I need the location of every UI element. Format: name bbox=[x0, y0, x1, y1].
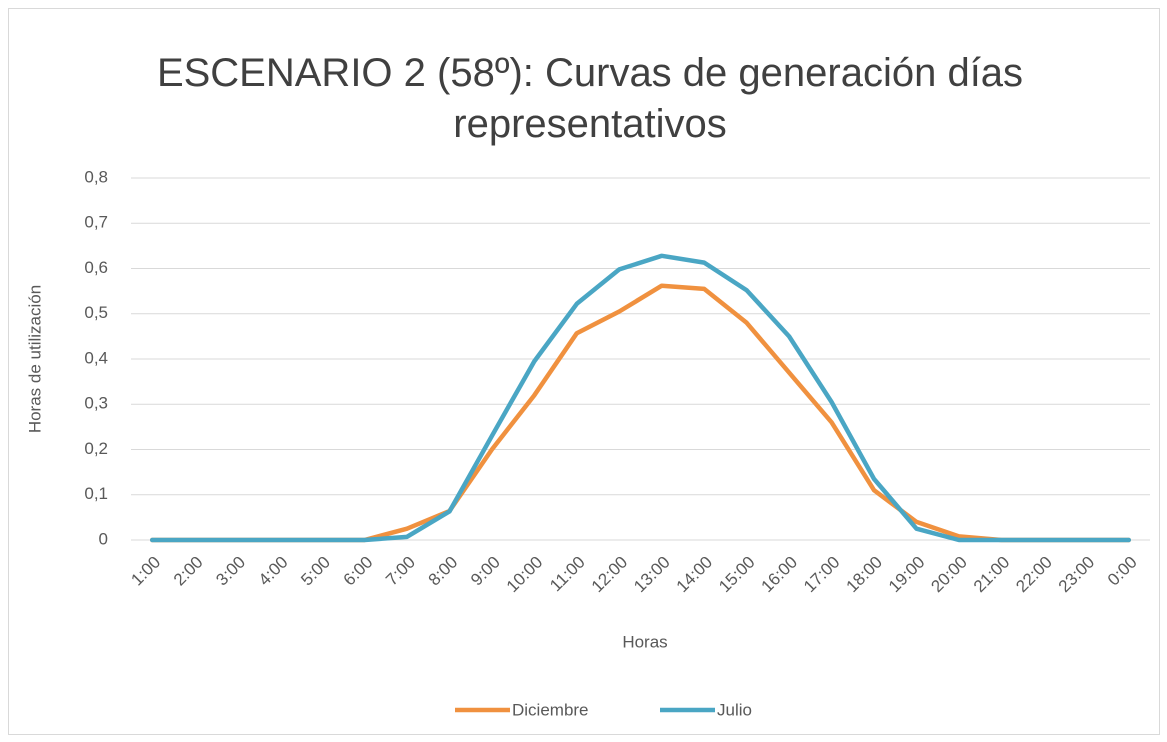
y-tick-label: 0,7 bbox=[84, 213, 108, 232]
x-axis-label: Horas bbox=[622, 632, 667, 651]
y-tick-label: 0,6 bbox=[84, 258, 108, 277]
y-tick-label: 0,4 bbox=[84, 348, 108, 367]
y-axis-label: Horas de utilización bbox=[25, 285, 44, 433]
y-tick-label: 0,1 bbox=[84, 484, 108, 503]
y-tick-label: 0 bbox=[99, 529, 108, 548]
y-tick-label: 0,2 bbox=[84, 439, 108, 458]
legend-label: Julio bbox=[717, 700, 752, 719]
y-tick-label: 0,5 bbox=[84, 303, 108, 322]
line-series bbox=[149, 253, 1132, 543]
y-tick-label: 0,3 bbox=[84, 394, 108, 413]
y-tick-label: 0,8 bbox=[84, 167, 108, 186]
legend-label: Diciembre bbox=[512, 700, 589, 719]
chart-border bbox=[8, 8, 1160, 735]
chart-title: ESCENARIO 2 (58º): Curvas de generación … bbox=[157, 51, 1023, 146]
